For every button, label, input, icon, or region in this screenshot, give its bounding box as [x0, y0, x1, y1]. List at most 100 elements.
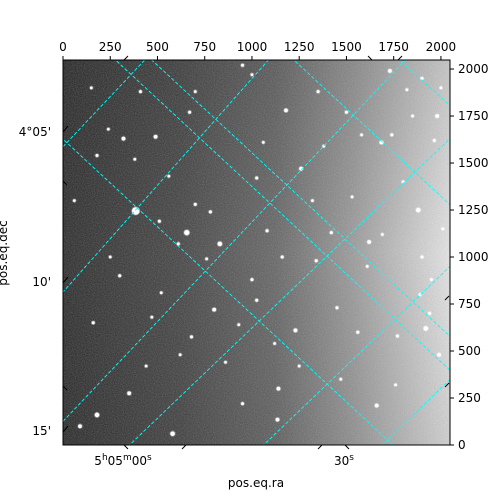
star — [144, 364, 148, 368]
grid-line — [151, 60, 450, 337]
star — [241, 63, 245, 67]
ra-tick-label: 5h05m00s — [94, 453, 152, 468]
right-tick-label: 2000 — [458, 62, 489, 76]
star — [367, 240, 371, 244]
star — [261, 140, 265, 144]
star — [224, 360, 227, 364]
star — [184, 229, 190, 236]
ra-tick-mark — [344, 444, 350, 450]
star — [237, 323, 241, 327]
dec-tick-label: 10' — [32, 275, 51, 289]
star — [437, 352, 441, 357]
grid-line — [114, 60, 450, 371]
star — [388, 69, 392, 73]
dec-tick-label: 4°05' — [19, 125, 51, 139]
ra-tick-label-m: m — [123, 453, 132, 463]
plot-frame — [62, 59, 451, 446]
ra-tick-mark — [317, 444, 323, 450]
star — [365, 265, 369, 268]
right-tick-label: 1250 — [458, 203, 489, 217]
ra-tick-label-base: 5 — [94, 454, 102, 468]
star — [138, 90, 142, 94]
star — [432, 138, 436, 142]
star — [170, 431, 175, 436]
top-pixel-axis: 0 250 500 750 1000 1250 1500 1750 2000 — [59, 40, 456, 60]
star — [316, 90, 320, 94]
star — [441, 227, 445, 231]
star — [420, 76, 424, 80]
sky-image-noise — [63, 60, 450, 445]
star — [250, 278, 254, 282]
star — [411, 114, 414, 118]
ra-tick-label: 30s — [334, 453, 354, 468]
ra-tick-mark — [444, 382, 450, 388]
star — [435, 114, 440, 118]
grid-line — [63, 60, 407, 422]
star — [360, 133, 363, 137]
grid-line — [381, 378, 450, 445]
ra-tick-label-s: s — [147, 453, 152, 463]
ra-tick-label-sec: 30 — [334, 454, 349, 468]
top-tick-label: 1500 — [331, 40, 362, 54]
star — [265, 229, 269, 233]
right-tick-label: 250 — [458, 391, 481, 405]
star — [255, 298, 259, 302]
star — [72, 199, 76, 202]
top-tick-label: 1250 — [284, 40, 315, 54]
star — [439, 86, 443, 90]
ra-tick-mark — [397, 55, 403, 61]
star — [150, 315, 154, 319]
star — [193, 90, 197, 93]
ra-ticks — [123, 55, 450, 450]
top-tick-label: 750 — [193, 40, 216, 54]
y-axis-title: pos.eq.dec — [0, 220, 10, 285]
star — [394, 383, 397, 387]
ra-tick-mark — [123, 55, 129, 61]
dec-tick-mark — [62, 180, 68, 186]
star — [344, 110, 348, 114]
right-tick-label: 500 — [458, 344, 481, 358]
star — [118, 274, 122, 278]
grid-line — [263, 265, 450, 445]
grid-line — [128, 137, 450, 445]
top-tick-label: 2000 — [426, 40, 457, 54]
star — [329, 231, 333, 235]
star — [94, 412, 100, 418]
star — [167, 174, 171, 178]
star — [350, 195, 354, 199]
top-tick-label: 250 — [99, 40, 122, 54]
star — [89, 86, 93, 90]
star — [395, 334, 399, 338]
right-tick-label: 1500 — [458, 156, 489, 170]
star — [178, 353, 182, 357]
ra-tick-label-s: s — [349, 453, 354, 463]
star — [95, 153, 99, 157]
star — [293, 328, 298, 333]
top-tick-label: 0 — [59, 40, 67, 54]
grid-line — [63, 138, 394, 445]
top-tick-label: 500 — [146, 40, 169, 54]
star — [91, 321, 95, 325]
star — [284, 108, 288, 113]
right-tick-label: 750 — [458, 297, 481, 311]
star — [416, 207, 421, 213]
star — [314, 259, 318, 263]
grid-line — [63, 60, 146, 148]
star — [356, 330, 360, 334]
ra-tick-mark — [181, 444, 187, 450]
star — [132, 207, 140, 215]
dec-tick-label: 15' — [32, 424, 51, 438]
star-field — [72, 62, 445, 437]
star — [374, 403, 379, 408]
star — [275, 417, 280, 422]
star — [255, 176, 259, 180]
star — [189, 335, 193, 339]
star — [127, 391, 132, 396]
top-tick-label: 1750 — [378, 40, 409, 54]
ra-tick-label-h: h — [102, 453, 108, 463]
ra-tick-mark — [367, 55, 373, 61]
dec-ticks — [62, 125, 69, 433]
dec-tick-mark — [62, 425, 69, 433]
star — [217, 241, 223, 247]
star — [133, 157, 137, 161]
